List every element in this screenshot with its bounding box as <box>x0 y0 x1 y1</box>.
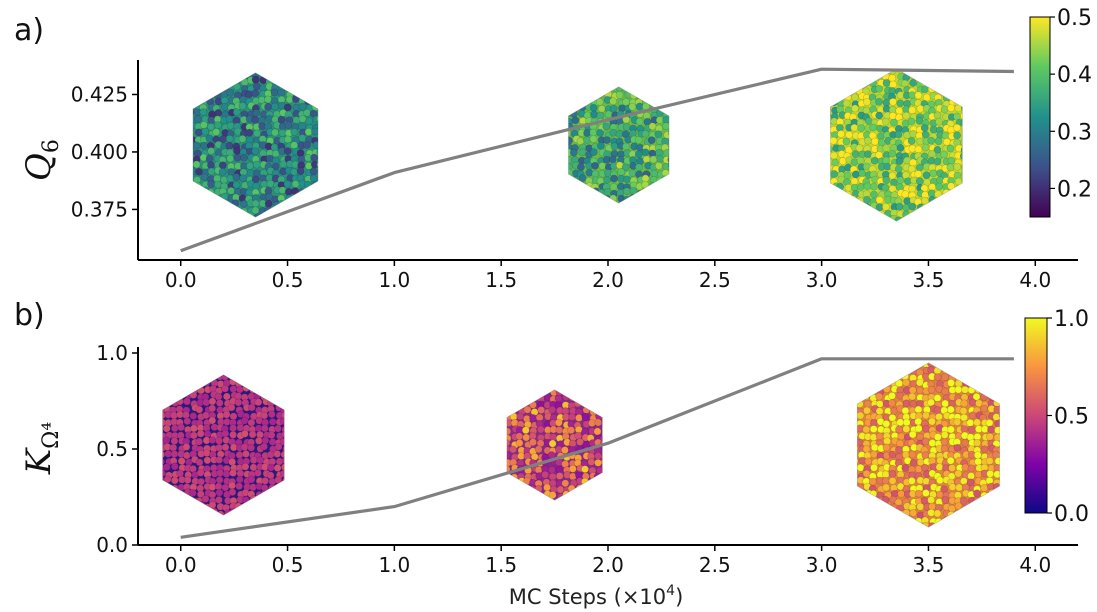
panel-label-b: b) <box>14 298 45 333</box>
colorbar-tick-label: 1.0 <box>1054 307 1089 332</box>
svg-text:Q6: Q6 <box>19 139 64 181</box>
colorbar-gradient <box>1029 16 1051 218</box>
y-axis-label-a: Q6 <box>19 139 64 181</box>
y-tick-label: 0.5 <box>96 437 128 461</box>
x-tick-label: 1.0 <box>378 268 410 292</box>
x-tick-label: 3.0 <box>806 553 838 577</box>
x-tick-label: 2.0 <box>592 553 624 577</box>
cluster-step-3-5 <box>856 362 1000 528</box>
cluster-step-1-75 <box>506 389 603 501</box>
colorbar-b: 0.0 0.5 1.0 <box>1024 307 1089 527</box>
x-label-exp: 4 <box>666 583 675 599</box>
y-tick-label: 0.375 <box>71 197 128 221</box>
panel-label-a: a) <box>14 13 44 48</box>
x-tick-label: 2.5 <box>699 553 731 577</box>
colorbar-tick-label: 0.5 <box>1057 6 1092 31</box>
x-tick-label: 1.5 <box>485 553 517 577</box>
colorbar-tick-label: 0.5 <box>1054 405 1089 430</box>
x-tick-label: 3.0 <box>806 268 838 292</box>
x-tick-label: 4.0 <box>1019 553 1051 577</box>
x-tick-label: 0.0 <box>165 553 197 577</box>
colorbar-tick-label: 0.3 <box>1057 120 1092 145</box>
x-tick-label: 1.5 <box>485 268 517 292</box>
y-tick-label: 0.425 <box>71 82 128 106</box>
x-label-main: MC Steps (×10 <box>509 585 666 609</box>
x-axis-label: MC Steps (×104) <box>509 583 684 609</box>
colorbar-tick-label: 0.0 <box>1054 502 1089 527</box>
y-label-sub: 6 <box>39 139 64 153</box>
x-tick-label: 1.0 <box>378 553 410 577</box>
y-label-main: Q <box>19 153 59 181</box>
colorbar-tick-label: 0.4 <box>1057 63 1092 88</box>
x-tick-label: 3.5 <box>913 553 945 577</box>
x-tick-label: 0.0 <box>165 268 197 292</box>
y-label-main: K <box>19 446 59 475</box>
y-tick-label: 0.400 <box>71 140 128 164</box>
x-tick-label: 4.0 <box>1019 268 1051 292</box>
y-label-sub: Ω⁴ <box>39 422 64 449</box>
x-label-close: ) <box>675 585 683 609</box>
svg-text:KΩ⁴: KΩ⁴ <box>19 422 64 476</box>
x-tick-label: 0.5 <box>272 553 304 577</box>
cluster-step-3 <box>830 68 963 222</box>
cluster-step-0 <box>192 72 319 218</box>
panel-a: a) Q6 0.0 0.5 1.0 1.5 2.0 2.5 3.0 3.5 4.0 0.375 0.… <box>14 6 1092 292</box>
colorbar-tick-label: 0.2 <box>1057 177 1092 202</box>
x-tick-label: 2.5 <box>699 268 731 292</box>
colorbar-gradient <box>1024 317 1048 514</box>
cluster-step-0 <box>162 374 285 516</box>
x-tick-label: 2.0 <box>592 268 624 292</box>
x-tick-label: 3.5 <box>913 268 945 292</box>
y-axis-label-b: KΩ⁴ <box>19 422 64 476</box>
y-tick-label: 1.0 <box>96 341 128 365</box>
y-tick-label: 0.0 <box>96 533 128 557</box>
x-tick-label: 0.5 <box>272 268 304 292</box>
cluster-step-2 <box>568 86 670 204</box>
colorbar-a: 0.2 0.3 0.4 0.5 <box>1029 6 1092 218</box>
panel-b: b) KΩ⁴ 0.0 0.5 1.0 1.5 2.0 2.5 3.0 3.5 4.0 0.0 0.5… <box>14 298 1089 577</box>
